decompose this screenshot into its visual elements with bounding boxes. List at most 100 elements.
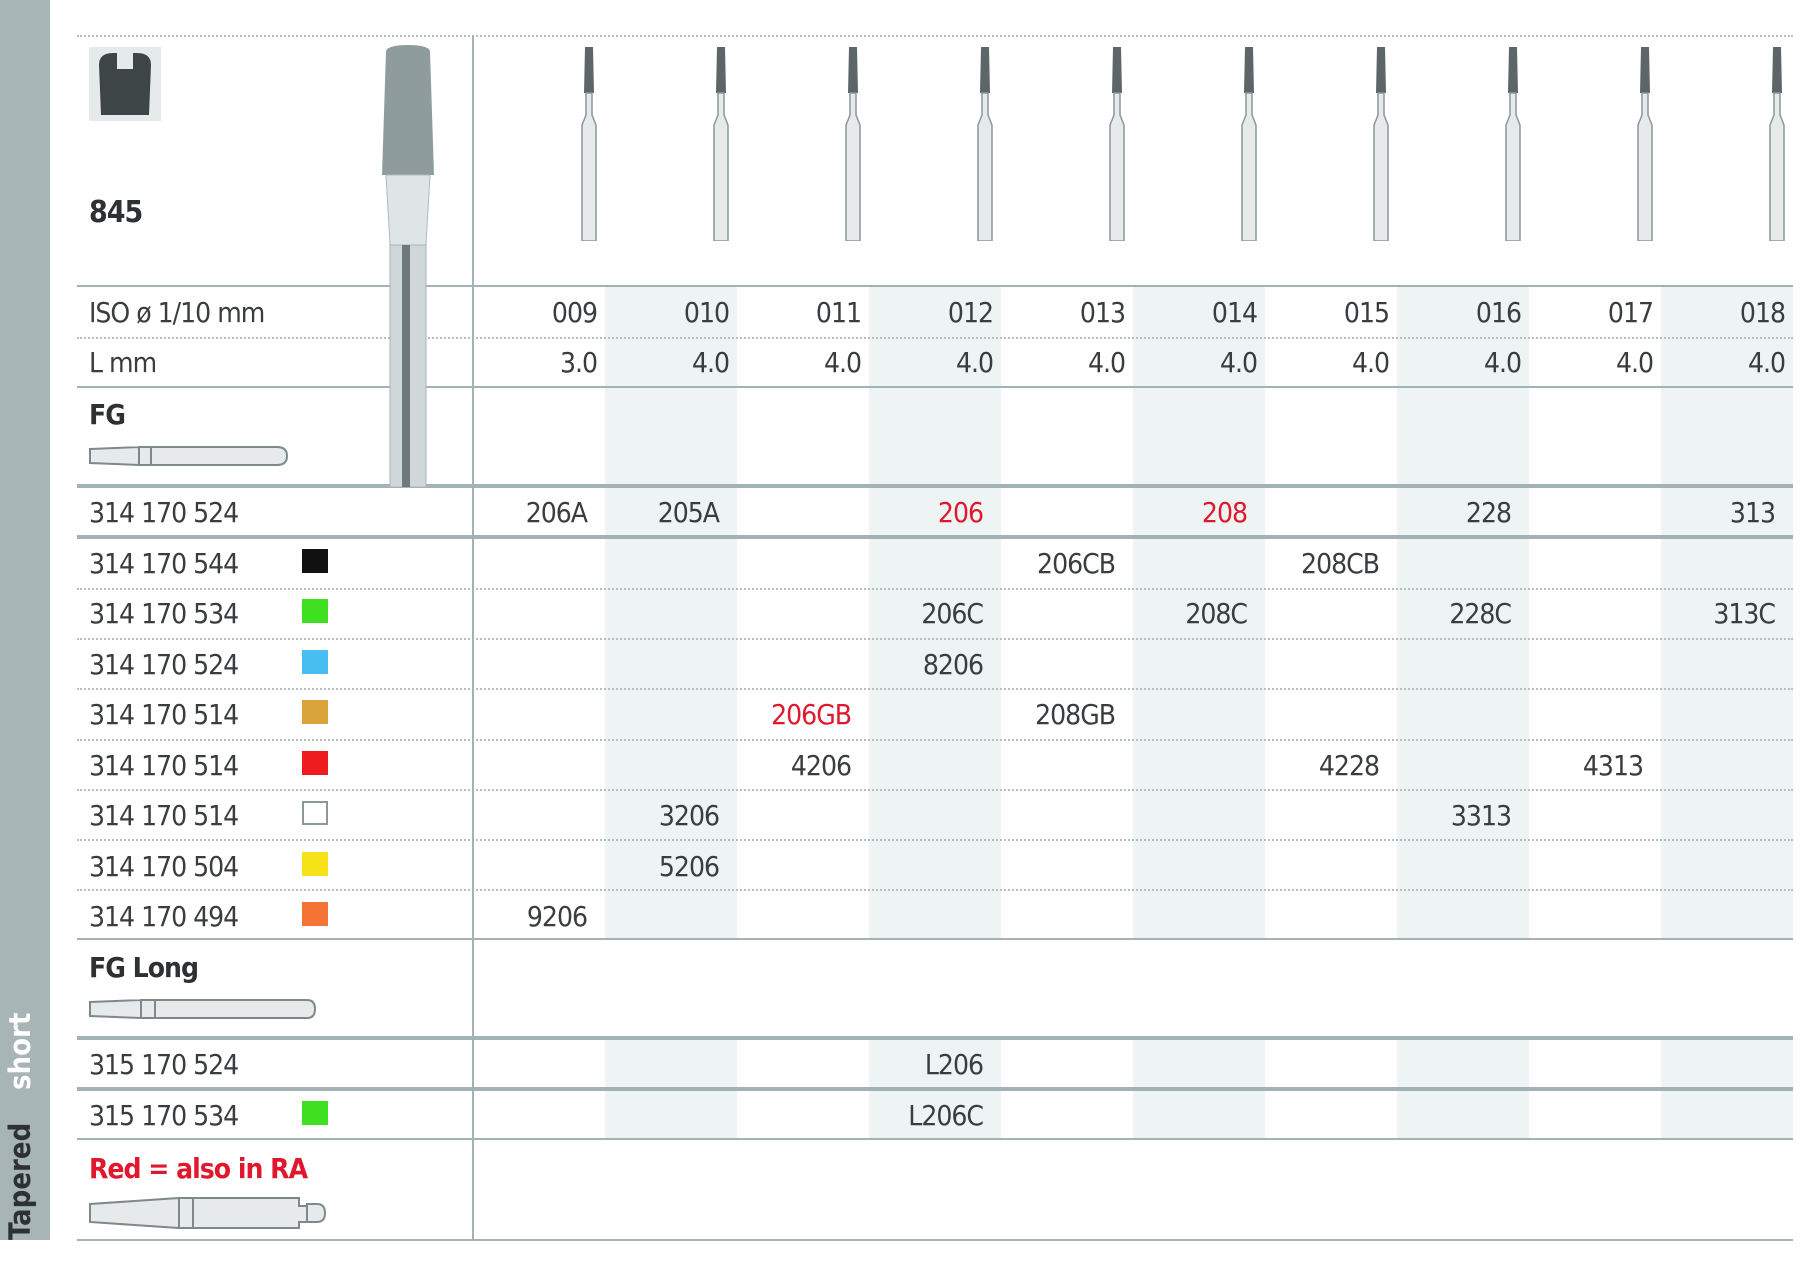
length-label: L mm — [89, 346, 157, 379]
row-divider — [77, 535, 1793, 539]
row-divider — [77, 638, 1793, 640]
iso-size: 012 — [947, 296, 994, 329]
bur-illustration — [1505, 47, 1521, 241]
row-divider — [77, 688, 1793, 690]
catalog-number-cell[interactable]: 9206 — [526, 900, 588, 933]
iso-size: 010 — [683, 296, 730, 329]
iso-size: 013 — [1079, 296, 1126, 329]
bur-large-illustration — [382, 45, 434, 487]
order-code: 314 170 514 — [89, 799, 239, 832]
row-divider — [77, 35, 1793, 37]
iso-size: 018 — [1739, 296, 1786, 329]
row-divider — [77, 337, 1793, 339]
working-length: 4.0 — [1747, 346, 1786, 379]
grit-color-swatch — [302, 548, 328, 573]
column-divider — [472, 35, 474, 1240]
catalog-number-cell[interactable]: 4228 — [1318, 748, 1380, 782]
catalog-number-cell[interactable]: 205A — [657, 496, 720, 529]
order-code: 314 170 494 — [89, 900, 239, 933]
working-length: 4.0 — [1483, 346, 1522, 379]
order-code: 314 170 524 — [89, 496, 239, 529]
tooth-preparation-icon — [89, 47, 161, 121]
fg-shank-icon — [89, 445, 289, 467]
catalog-number-cell[interactable]: 313C — [1713, 597, 1776, 630]
red-legend-note: Red = also in RA — [89, 1152, 308, 1185]
row-divider — [77, 938, 1793, 940]
catalog-number-cell[interactable]: 208C — [1185, 597, 1248, 630]
row-divider — [77, 588, 1793, 590]
catalog-number-cell[interactable]: 208GB — [1035, 698, 1116, 731]
catalog-number-cell[interactable]: 206CB — [1037, 546, 1116, 580]
catalog-number-cell[interactable]: 206C — [921, 597, 984, 630]
iso-size: 011 — [815, 296, 862, 329]
catalog-number-cell[interactable]: 228C — [1449, 597, 1512, 630]
row-divider — [77, 1138, 1793, 1140]
column-shade — [1397, 287, 1529, 939]
order-code: 315 170 534 — [89, 1098, 239, 1132]
working-length: 4.0 — [1219, 346, 1258, 379]
sidebar-band: Tapered short — [0, 0, 50, 1240]
catalog-number-cell[interactable]: 4206 — [790, 748, 852, 782]
working-length: 3.0 — [559, 346, 598, 379]
iso-size: 015 — [1343, 296, 1390, 329]
grit-color-swatch — [302, 1100, 328, 1125]
catalog-number-cell[interactable]: L206C — [908, 1098, 984, 1132]
bur-illustration — [1769, 47, 1785, 241]
catalog-number-cell[interactable]: 5206 — [658, 849, 720, 883]
catalog-number-cell[interactable]: 3313 — [1450, 799, 1512, 832]
bur-illustration — [1637, 47, 1653, 241]
row-divider — [77, 285, 1793, 287]
row-divider — [77, 739, 1793, 741]
catalog-number-cell[interactable]: 313 — [1729, 496, 1776, 529]
row-divider — [77, 839, 1793, 841]
grit-color-swatch — [302, 649, 328, 674]
row-divider — [77, 889, 1793, 891]
column-shade — [605, 287, 737, 939]
catalog-number-cell[interactable]: 208 — [1201, 496, 1248, 529]
row-divider — [77, 1239, 1793, 1241]
fg-section-title: FG — [89, 398, 126, 431]
order-code: 314 170 544 — [89, 546, 239, 580]
catalog-number-cell[interactable]: 206A — [525, 496, 588, 529]
working-length: 4.0 — [1615, 346, 1654, 379]
shape-number: 845 — [89, 195, 143, 230]
working-length: 4.0 — [1087, 346, 1126, 379]
catalog-number-cell[interactable]: 3206 — [658, 799, 720, 832]
column-shade — [1661, 287, 1793, 939]
fg-long-shank-icon — [89, 998, 317, 1020]
iso-label: ISO ø 1/10 mm — [89, 296, 265, 329]
catalog-number-cell[interactable]: 206GB — [771, 698, 852, 731]
bur-illustration — [977, 47, 993, 241]
order-code: 314 170 534 — [89, 597, 239, 630]
bur-illustration — [845, 47, 861, 241]
row-divider — [77, 386, 1793, 388]
order-code: 314 170 504 — [89, 849, 239, 883]
working-length: 4.0 — [823, 346, 862, 379]
working-length: 4.0 — [955, 346, 994, 379]
row-divider — [77, 789, 1793, 791]
iso-size: 016 — [1475, 296, 1522, 329]
bur-illustration — [713, 47, 729, 241]
catalog-number-cell[interactable]: 206 — [937, 496, 984, 529]
catalog-number-cell[interactable]: L206 — [924, 1048, 984, 1081]
iso-size: 009 — [551, 296, 598, 329]
grit-color-swatch — [302, 750, 328, 775]
catalog-number-cell[interactable]: 208CB — [1301, 546, 1380, 580]
catalog-number-cell[interactable]: 228 — [1465, 496, 1512, 529]
grit-color-swatch — [302, 700, 328, 724]
catalog-number-cell[interactable]: 8206 — [922, 647, 984, 681]
iso-size: 017 — [1607, 296, 1654, 329]
working-length: 4.0 — [691, 346, 730, 379]
row-divider — [77, 1087, 1793, 1091]
column-shade — [1133, 287, 1265, 939]
catalog-number-cell[interactable]: 4313 — [1582, 748, 1644, 782]
sidebar-label-short: short — [3, 1012, 37, 1090]
ra-shank-icon — [89, 1196, 327, 1230]
column-shade — [869, 287, 1001, 939]
grit-color-swatch — [302, 801, 328, 825]
sidebar-label-tapered: Tapered — [3, 1122, 37, 1240]
row-divider — [77, 1036, 1793, 1040]
grit-color-swatch — [302, 599, 328, 623]
bur-illustration — [1241, 47, 1257, 241]
iso-size: 014 — [1211, 296, 1258, 329]
